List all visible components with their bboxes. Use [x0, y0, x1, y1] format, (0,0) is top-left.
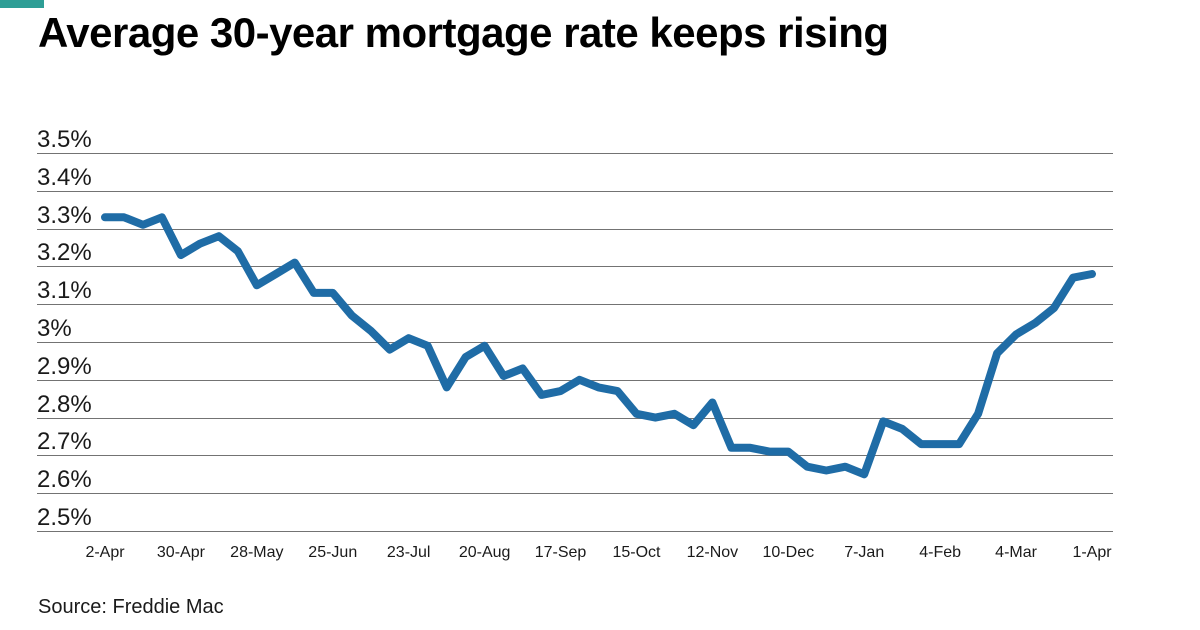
- y-axis-label: 2.6%: [37, 466, 92, 494]
- y-axis-label: 3.1%: [37, 277, 92, 305]
- y-axis-label: 3.4%: [37, 163, 92, 191]
- y-axis-label: 3.3%: [37, 201, 92, 229]
- y-axis-label: 3%: [37, 315, 72, 342]
- y-axis-label: 2.7%: [37, 428, 92, 456]
- x-axis-label: 30-Apr: [156, 544, 205, 561]
- y-axis-label: 3.5%: [37, 126, 92, 153]
- x-axis-label: 4-Mar: [995, 544, 1037, 561]
- y-axis-label: 2.9%: [37, 352, 92, 380]
- y-axis-label: 3.2%: [37, 239, 92, 267]
- x-axis-label: 7-Jan: [844, 544, 885, 561]
- chart-title: Average 30-year mortgage rate keeps risi…: [38, 9, 889, 56]
- x-axis-label: 4-Feb: [919, 544, 962, 561]
- y-axis-label: 2.8%: [37, 390, 92, 418]
- x-axis-label: 20-Aug: [458, 544, 511, 561]
- x-axis-label: 1-Apr: [1072, 544, 1112, 561]
- rate-line: [101, 213, 1096, 479]
- x-axis-label: 12-Nov: [686, 544, 739, 561]
- x-axis-label: 15-Oct: [612, 544, 661, 561]
- x-axis-label: 23-Jul: [386, 544, 431, 561]
- y-axis-label: 2.5%: [37, 504, 92, 531]
- x-axis-label: 25-Jun: [308, 544, 358, 561]
- brand-accent-mark: [0, 0, 44, 8]
- x-axis-label: 28-May: [230, 544, 284, 561]
- x-axis-label: 10-Dec: [762, 544, 815, 561]
- x-axis-label: 17-Sep: [534, 544, 587, 561]
- x-axis-label: 2-Apr: [85, 544, 125, 561]
- source-note: Source: Freddie Mac: [38, 596, 224, 618]
